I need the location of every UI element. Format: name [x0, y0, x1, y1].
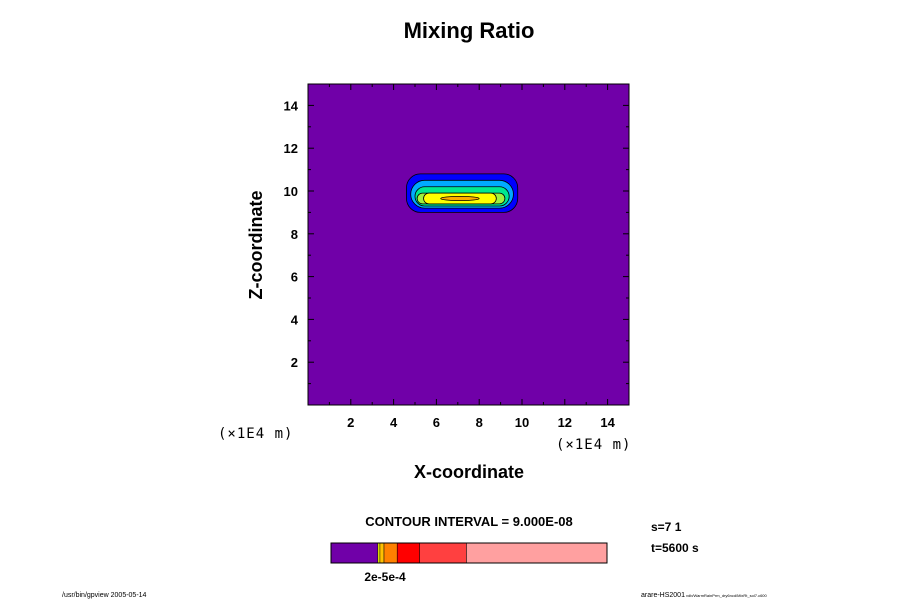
time-info: t=5600 s [651, 541, 699, 555]
plot-background [308, 84, 629, 405]
x-tick-label: 8 [476, 415, 483, 430]
colorbar-segment-4 [383, 543, 398, 563]
y-tick-label: 6 [291, 270, 298, 285]
contour-region [406, 173, 519, 213]
footer-right-small: vdb/WarmRainPrm_dry6ncd/MixRt_sol7.c600 [686, 593, 768, 598]
colorbar-segment-1 [331, 543, 378, 563]
x-tick-label: 6 [433, 415, 440, 430]
x-tick-label: 4 [390, 415, 398, 430]
colorbar-frame [330, 542, 608, 564]
x-tick-label: 2 [347, 415, 354, 430]
x-axis-label: X-coordinate [414, 462, 524, 482]
y-axis-ticks: 2 4 6 8 10 12 14 [284, 98, 629, 385]
y-tick-label: 8 [291, 227, 298, 242]
colorbar [330, 542, 608, 564]
y-tick-label: 10 [284, 184, 298, 199]
colorbar-segment-7 [466, 543, 607, 563]
step-info: s=7 1 [651, 520, 682, 534]
colorbar-segment-5 [397, 543, 420, 563]
y-tick-label: 2 [291, 355, 298, 370]
chart-title: Mixing Ratio [404, 18, 535, 43]
colorbar-segment-3 [379, 543, 384, 563]
footer-right: arare-HS2001vdb/WarmRainPrm_dry6ncd/MixR… [641, 592, 768, 599]
x-tick-label: 12 [558, 415, 572, 430]
contour-level-6 [440, 195, 480, 202]
footer-right-main: arare-HS2001 [641, 592, 685, 599]
x-axis-ticks: 2 4 6 8 10 12 14 [328, 84, 616, 430]
y-tick-label: 14 [284, 98, 299, 113]
footer-left: /usr/bin/gpview 2005-05-14 [62, 592, 147, 599]
x-tick-label: 14 [600, 415, 615, 430]
y-axis-label: Z-coordinate [246, 190, 266, 299]
plot-area: 2 4 6 8 10 12 14 2 4 6 8 10 12 14 [284, 83, 630, 430]
contour-interval: CONTOUR INTERVAL = 9.000E-08 [365, 514, 572, 529]
x-axis-unit: (×1E4 m) [556, 437, 631, 453]
colorbar-tick-label: 2e-5e-4 [364, 570, 406, 584]
y-tick-label: 4 [291, 312, 299, 327]
y-axis-unit: (×1E4 m) [218, 426, 293, 442]
plot-frame [307, 83, 630, 406]
colorbar-segment-2 [377, 543, 380, 563]
colorbar-segment-6 [419, 543, 467, 563]
x-tick-label: 10 [515, 415, 529, 430]
y-tick-label: 12 [284, 141, 298, 156]
